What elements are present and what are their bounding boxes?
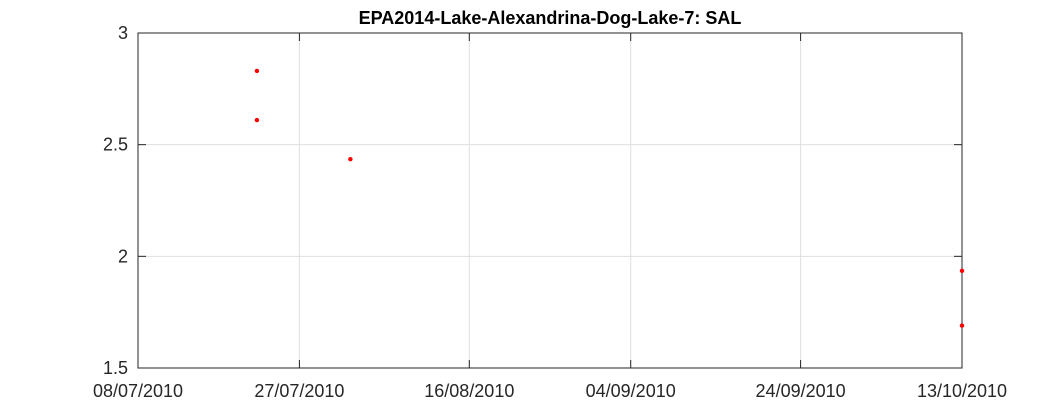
y-tick-label: 1.5: [103, 358, 128, 378]
axis-ticks: [137, 32, 963, 369]
x-tick-label: 04/09/2010: [586, 381, 676, 401]
x-tick-label: 08/07/2010: [93, 381, 183, 401]
data-point: [959, 268, 965, 274]
data-point: [254, 68, 260, 74]
data-point: [254, 117, 260, 123]
data-point: [959, 323, 965, 328]
data-points: [254, 68, 965, 328]
x-tick-label: 24/09/2010: [756, 381, 846, 401]
y-tick-label: 2: [118, 246, 128, 266]
x-tick-label: 27/07/2010: [254, 381, 344, 401]
x-axis-tick-labels: 08/07/2010 27/07/2010 16/08/2010 04/09/2010…: [93, 381, 1007, 401]
y-tick-label: 3: [118, 23, 128, 43]
y-axis-tick-labels: 1.5 2 2.5 3: [103, 23, 128, 378]
data-point: [348, 156, 353, 162]
grid: [137, 32, 963, 369]
plot-frame: [137, 32, 963, 369]
y-tick-label: 2.5: [103, 135, 128, 155]
x-tick-label: 13/10/2010: [917, 381, 1007, 401]
x-tick-label: 16/08/2010: [424, 381, 514, 401]
chart-title: EPA2014-Lake-Alexandrina-Dog-Lake-7: SAL: [359, 8, 742, 28]
